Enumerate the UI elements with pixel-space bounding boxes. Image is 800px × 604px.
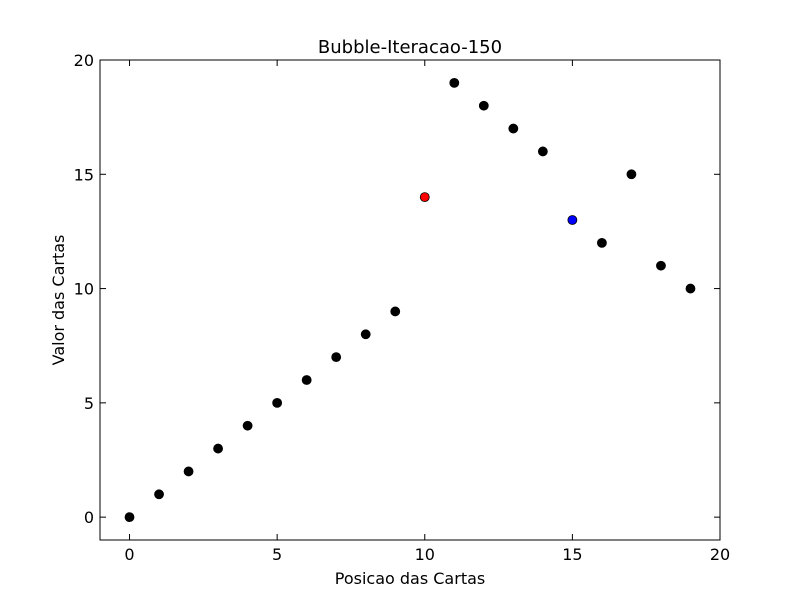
data-point: [537, 146, 548, 157]
data-point: [685, 283, 696, 294]
data-point: [154, 489, 164, 500]
data-point: [242, 420, 253, 431]
plot-frame: [99, 59, 721, 541]
y-axis-label: Valor das Cartas: [49, 235, 68, 366]
y-tick-label: 10: [74, 280, 94, 299]
data-point: [360, 329, 371, 340]
data-point: [124, 512, 135, 523]
data-point: [419, 192, 430, 203]
data-point: [213, 443, 223, 454]
data-point: [508, 123, 519, 134]
data-point: [331, 352, 342, 363]
data-point: [301, 375, 312, 385]
y-tick-label: 5: [84, 394, 94, 413]
x-tick-label: 20: [710, 545, 730, 564]
y-tick-label: 20: [74, 51, 94, 70]
x-axis-label: Posicao das Cartas: [335, 569, 485, 588]
data-point: [597, 237, 607, 248]
data-point: [183, 466, 194, 477]
x-tick-label: 15: [562, 545, 582, 564]
data-point: [449, 77, 460, 88]
ticks-layer: 0 5 10 15 20 0 5 10 15 20: [74, 51, 731, 564]
points-layer: [124, 77, 696, 523]
data-point: [478, 100, 489, 111]
data-point: [390, 306, 401, 317]
data-point: [656, 260, 666, 271]
chart-title: Bubble-Iteracao-150: [318, 37, 502, 58]
y-tick-label: 0: [84, 508, 94, 527]
data-point: [272, 397, 283, 408]
x-tick-label: 0: [124, 545, 134, 564]
data-point: [567, 215, 578, 225]
x-tick-label: 10: [415, 545, 435, 564]
y-tick-label: 15: [74, 165, 94, 184]
x-tick-label: 5: [272, 545, 282, 564]
data-point: [626, 169, 637, 180]
